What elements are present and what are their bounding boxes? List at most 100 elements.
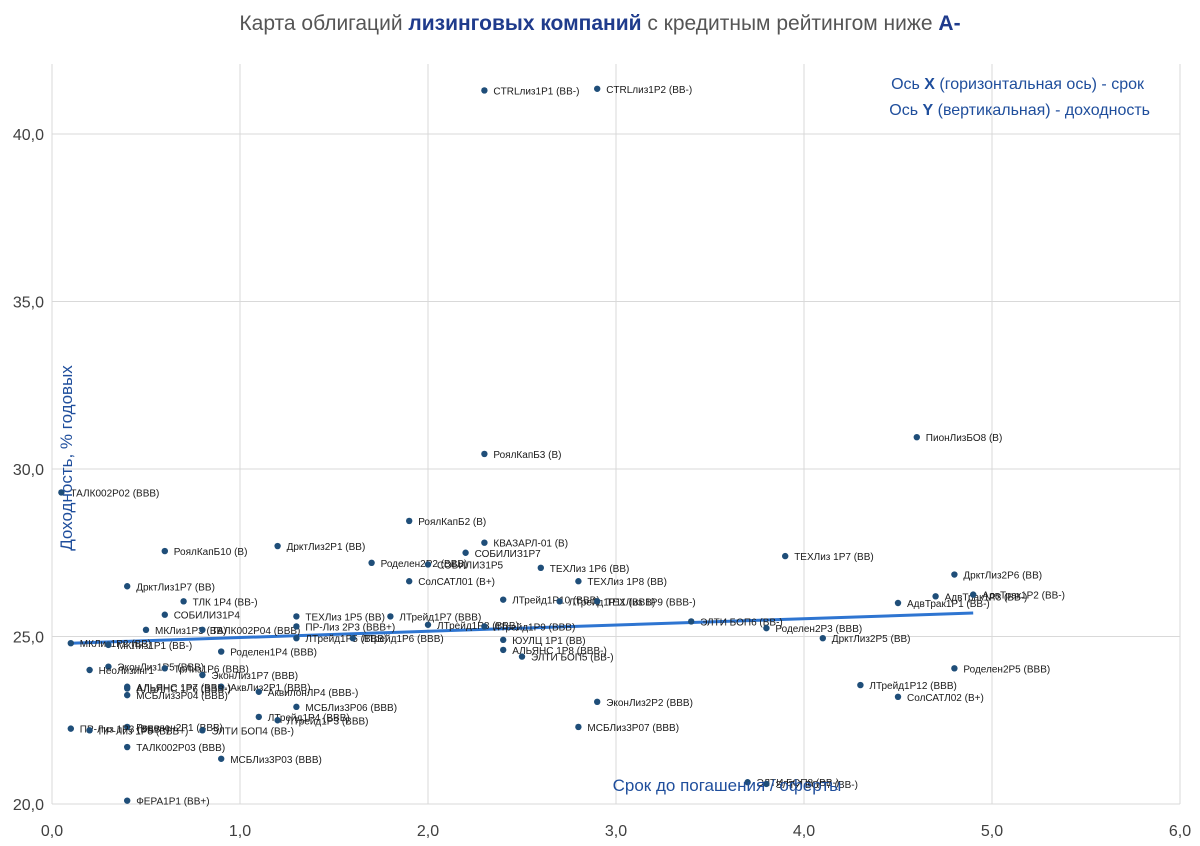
data-point xyxy=(913,433,920,441)
data-point-label: Роделен2Р2 (BBB) xyxy=(381,559,468,570)
data-point xyxy=(744,779,751,786)
data-point-label: АЛЬЯНС 1Р8 (BBB-) xyxy=(512,646,607,657)
data-point xyxy=(86,727,93,734)
data-point-label: ДрктЛиз1Р7 (BB) xyxy=(136,582,215,593)
data-point-label: ЛТрейд1Р6 (BBB) xyxy=(362,634,444,645)
grid xyxy=(51,64,1181,805)
data-point-label: ТЕХЛиз 1Р9 (BBB-) xyxy=(606,597,696,608)
data-point-label: ЭЛТИ БОП5 (BB-) xyxy=(531,653,614,664)
data-point xyxy=(594,698,601,706)
data-point xyxy=(218,648,225,655)
trendline xyxy=(70,611,974,645)
data-point xyxy=(575,578,582,585)
data-point-label: ЛТрейд1Р4 (BBB) xyxy=(268,713,350,724)
data-point xyxy=(594,85,601,92)
data-point-label: ПР-Лиз 2Р3 (BBB+) xyxy=(305,622,395,633)
annotation-x-part-3: (горизонтальная ось) - срок xyxy=(935,76,1145,93)
data-point-label: СолСАТЛ02 (B+) xyxy=(907,693,984,704)
chart-title: Карта облигаций лизинговых компаний с кр… xyxy=(239,12,960,35)
data-point xyxy=(481,87,488,94)
data-point-label: ЭЛТИ БОП7 (BB-) xyxy=(775,780,858,791)
chart-title-part-2: лизинговых компаний xyxy=(408,12,641,35)
data-point-label: РоялКапБ10 (B) xyxy=(174,547,248,558)
tick-labels: 0,0 1,0 2,0 3,0 4,0 5,0 6,0 20,0 25,0 30,0 35,0 40,… xyxy=(13,127,1191,840)
x-tick-label: 4,0 xyxy=(793,823,815,840)
data-point-label: ЛТрейд1Р5 (BBB) xyxy=(305,634,387,645)
data-point xyxy=(293,703,300,711)
data-point xyxy=(124,691,131,699)
data-point xyxy=(894,599,902,607)
y-axis-label: Доходность, % годовых xyxy=(57,365,76,551)
data-point-label: МКЛиз1Р1 (BB-) xyxy=(117,641,192,652)
data-point xyxy=(218,755,225,762)
data-point-label: ФЕРА1Р1 (BB+) xyxy=(136,797,209,808)
data-point-label: CTRLлиз1P2 (BB-) xyxy=(606,85,692,96)
chart-title-part-1: Карта облигаций xyxy=(239,12,408,35)
data-point-label: ДрктЛиз2Р6 (BB) xyxy=(963,571,1042,582)
data-point-label: РоялКапБ2 (B) xyxy=(418,517,486,528)
data-point xyxy=(819,634,826,642)
data-point-label: ТЕХЛиз 1Р5 (BB) xyxy=(305,612,385,623)
data-point-label: ТАЛК002P02 (BBB) xyxy=(70,488,159,499)
data-point-label: НеоЛизинг1 xyxy=(99,666,155,677)
data-point-label: МСБЛиз3Р03 (BBB) xyxy=(230,755,322,766)
data-point-label: ТЕХЛиз 1Р6 (BB) xyxy=(550,564,630,575)
data-point xyxy=(274,542,281,550)
data-point xyxy=(406,578,413,585)
chart-title-part-4: A- xyxy=(938,12,960,35)
data-point xyxy=(199,671,206,679)
data-point xyxy=(255,688,262,695)
data-point-label: ЭконЛиз2Р2 (BBB) xyxy=(606,698,693,709)
data-point-label: ДрктЛиз2Р1 (BB) xyxy=(287,542,366,553)
data-point xyxy=(293,623,300,630)
data-point xyxy=(500,636,507,644)
y-tick-label: 20,0 xyxy=(13,797,44,814)
y-tick-label: 40,0 xyxy=(13,127,44,144)
data-point xyxy=(105,663,112,670)
data-point xyxy=(349,634,356,642)
data-point xyxy=(255,713,262,721)
data-point xyxy=(857,681,864,689)
x-tick-label: 2,0 xyxy=(417,823,439,840)
data-point-label: Роделен1Р4 (BBB) xyxy=(230,648,317,659)
data-point xyxy=(218,683,225,690)
annotation-x-part-1: Ось xyxy=(891,76,924,93)
data-point xyxy=(387,613,394,620)
data-point-label: CTRLлиз1P1 (BB-) xyxy=(493,86,579,97)
data-point-label: ТЕХЛиз 1Р8 (BB) xyxy=(587,577,667,588)
data-point-label: ЛТрейд1Р8 (BBB) xyxy=(437,621,519,632)
annotation-y-part-1: Ось xyxy=(889,102,922,119)
data-point xyxy=(274,717,281,724)
data-point xyxy=(67,725,75,732)
data-point xyxy=(67,640,75,647)
y-tick-label: 25,0 xyxy=(13,630,44,647)
data-point xyxy=(763,780,770,788)
data-point xyxy=(105,641,112,649)
data-point xyxy=(500,646,507,654)
data-point xyxy=(518,653,526,660)
data-point xyxy=(594,598,601,605)
data-point xyxy=(481,623,488,630)
annotation-y-axis: Ось Y (вертикальная) - доходность xyxy=(889,102,1150,119)
annotation-y-part-2: Y xyxy=(923,102,934,119)
annotation-y-part-3: (вертикальная) - доходность xyxy=(933,102,1150,119)
data-point-label: СОБИЛИЗ1Р4 xyxy=(174,611,241,622)
annotation-x-part-2: X xyxy=(924,76,935,93)
data-point-label: ЭЛТИ БОП4 (BB-) xyxy=(211,726,294,737)
y-tick-label: 35,0 xyxy=(13,295,44,312)
data-point-label: АдвТрак1Р3 (BB-) xyxy=(945,592,1028,603)
data-point-label: ПР-Лиз 1Р3 (BBB+) xyxy=(80,725,170,736)
data-point xyxy=(199,727,206,734)
data-point-label: СОБИЛИЗ1Р7 xyxy=(475,549,542,560)
data-point xyxy=(161,547,168,555)
data-point xyxy=(406,517,413,525)
annotation-x-axis: Ось X (горизонтальная ось) - срок xyxy=(891,76,1145,93)
data-point-label: МСБЛиз3Р04 (BBB) xyxy=(136,691,228,702)
data-point-label: СОБИЛИЗ1Р5 xyxy=(437,560,504,571)
data-point-label: ЛТрейд1Р12 (BBB) xyxy=(869,681,956,692)
data-point-label: АквилонЛР4 (BBB-) xyxy=(268,688,359,699)
data-points: CTRLлиз1P1 (BB-) CTRLлиз1P2 (BB-) ПионЛизБ… xyxy=(58,85,1065,808)
data-point xyxy=(688,618,695,625)
data-point-label: Роделен2Р3 (BBB) xyxy=(775,624,862,635)
